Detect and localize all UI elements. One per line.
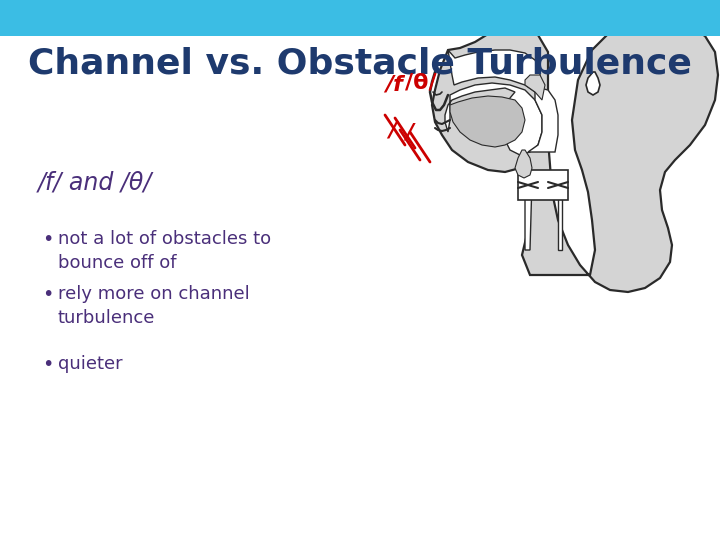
Polygon shape xyxy=(445,83,542,155)
Polygon shape xyxy=(518,170,568,200)
Text: /: / xyxy=(388,120,396,140)
Text: /f/ and /θ/: /f/ and /θ/ xyxy=(38,170,153,194)
Text: •: • xyxy=(42,285,53,304)
Polygon shape xyxy=(528,88,558,152)
Polygon shape xyxy=(558,180,562,250)
Text: /f: /f xyxy=(385,75,402,95)
Polygon shape xyxy=(525,75,545,100)
Polygon shape xyxy=(515,150,532,178)
Text: •: • xyxy=(42,230,53,249)
Text: /θ/: /θ/ xyxy=(405,72,436,92)
Text: /: / xyxy=(405,122,413,142)
Bar xyxy=(0,0,720,36)
Text: •: • xyxy=(42,355,53,374)
Polygon shape xyxy=(432,20,718,292)
Text: rely more on channel
turbulence: rely more on channel turbulence xyxy=(58,285,250,327)
Polygon shape xyxy=(525,180,532,250)
Polygon shape xyxy=(450,96,525,147)
Polygon shape xyxy=(448,50,540,92)
Text: not a lot of obstacles to
bounce off of: not a lot of obstacles to bounce off of xyxy=(58,230,271,272)
Text: quieter: quieter xyxy=(58,355,122,373)
Text: Channel vs. Obstacle Turbulence: Channel vs. Obstacle Turbulence xyxy=(28,46,692,80)
Polygon shape xyxy=(586,72,600,95)
